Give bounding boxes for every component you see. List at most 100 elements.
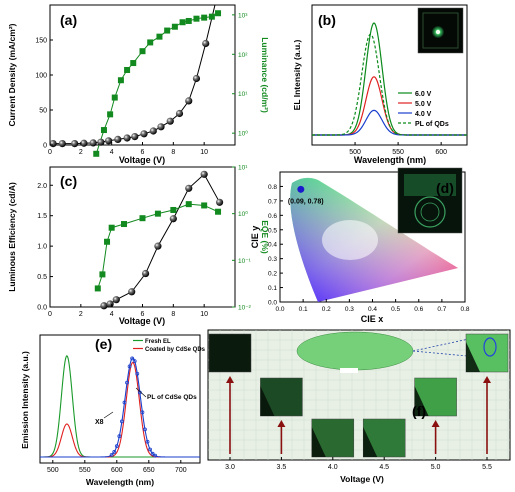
x-tick-label: 0.5 [391,306,400,313]
y-tick-label: 0.6 [268,213,277,220]
eqe-point [201,202,208,209]
panel-e-legend: Fresh EL Coated by CdSe QDs [133,339,206,353]
panel-d-y-ticks: 0.0 0.1 0.2 0.3 0.4 0.5 0.6 0.7 0.8 [268,184,283,307]
panel-b-xlabel: Wavelength (nm) [354,155,426,165]
x-tick-label: 0.8 [460,306,469,313]
x-tick-label: 8 [171,149,175,156]
x-tick-label: 600 [111,467,123,474]
emission-marker [112,450,117,454]
x-tick-label: 4 [110,149,114,156]
panel-b-legend: 6.0 V 5.0 V 4.0 V PL of QDs [398,91,449,128]
x-tick-label: 10 [200,311,208,318]
panel-e-label: (e) [95,336,112,352]
panel-b-ylabel: EL Intensity (a.u.) [292,39,302,110]
efficiency-point [112,296,120,304]
efficiency-line [103,173,221,307]
current-point [202,39,210,48]
luminance-point [193,15,200,22]
y-tick-label: 150 [35,38,47,45]
x-tick-label: 0.0 [275,306,284,313]
current-point [114,135,122,143]
panel-b-device-outline [422,12,459,49]
panel-b-frame [311,4,468,146]
panel-e-plot [39,354,200,458]
luminance-point [130,60,137,67]
y-tick-label: 50 [39,108,47,115]
emission-marker [117,434,122,439]
panel-b-x-ticks: 500 550 600 [349,142,447,156]
efficiency-point [141,269,150,278]
emission-marker [150,451,155,456]
x-tick-label: 700 [175,467,187,474]
y-tick-label: 1.0 [37,244,47,251]
panel-d-xlabel: CIE x [361,314,384,324]
y2-tick-label: 10¹ [238,91,248,98]
emission-marker [140,410,145,415]
legend-label: 4.0 V [415,111,432,118]
y2-tick-label: 10¹ [238,165,248,172]
eqe-point [154,210,161,217]
emission-marker [153,453,158,458]
panel-e-annotation-pl: PL of CdSe QDs [147,394,197,401]
current-point [123,134,131,142]
x-tick-label: 4.0 [328,464,338,471]
voltage-arrow-head [431,420,440,427]
eqe-point [104,238,111,245]
x-tick-label: 6 [141,149,145,156]
current-point [131,133,139,141]
current-point [58,140,66,148]
current-point [49,140,57,148]
eqe-point [215,208,222,215]
y-tick-label: 0.5 [37,274,47,281]
panel-e-pl-pointer [135,387,147,398]
current-point [97,138,105,146]
eqe-point [139,215,146,222]
eqe-point [94,285,101,292]
panel-c-ylabel: Luminous Efficiency (cd/A) [7,182,17,292]
y-tick-label: 0.7 [268,198,277,205]
eqe-point [108,224,115,231]
emission-marker [130,356,135,361]
luminance-point [107,111,114,118]
x-tick-label: 0 [48,311,52,318]
emission-marker [132,359,137,364]
current-point [185,97,193,105]
y-tick-label: 2.0 [37,183,47,190]
efficiency-point [100,302,108,310]
efficiency-point [106,300,114,308]
panel-c-y2-ticks: 10⁻² 10⁻¹ 10⁰ 10¹ [232,165,252,312]
current-point [192,74,201,83]
x-tick-label: 8 [171,311,175,318]
panel-c-frame [49,166,236,308]
x-tick-label: 600 [435,149,447,156]
x-tick-label: 550 [392,149,404,156]
x-tick-label: 500 [47,467,59,474]
emission-marker [148,447,152,452]
current-point [166,117,174,125]
panel-a-y-ticks: 0 50 100 150 [35,38,53,150]
emission-marker [122,400,127,405]
x-tick-label: 4.5 [379,464,389,471]
panel-b-plot [312,22,467,136]
efficiency-point [200,170,208,178]
luminance-point [156,33,163,40]
x-tick-label: 0.1 [299,306,308,313]
panel-e-frame [39,334,201,464]
luminance-point [111,94,118,101]
x-tick-label: 2 [79,149,83,156]
panel-f: (f) 3.0 3.5 4.0 4.5 5.0 5.5 Voltage (V) [207,329,511,484]
panel-a-ylabel: Current Density (mA/cm²) [7,23,17,126]
voltage-arrow-head [226,376,234,383]
luminance-point [117,77,124,84]
el-image [208,333,252,373]
current-point [80,139,88,147]
panel-c-plot [94,170,224,310]
el-image-dark-corner [466,342,480,372]
legend-label: 6.0 V [415,91,432,98]
current-point [71,140,79,148]
legend-label: Coated by CdSe QDs [145,347,206,353]
y2-tick-label: 10⁻² [238,305,252,312]
panel-e-xlabel: Wavelength (nm) [86,477,154,487]
panel-c-label: (c) [60,173,77,189]
luminance-point [185,17,192,24]
